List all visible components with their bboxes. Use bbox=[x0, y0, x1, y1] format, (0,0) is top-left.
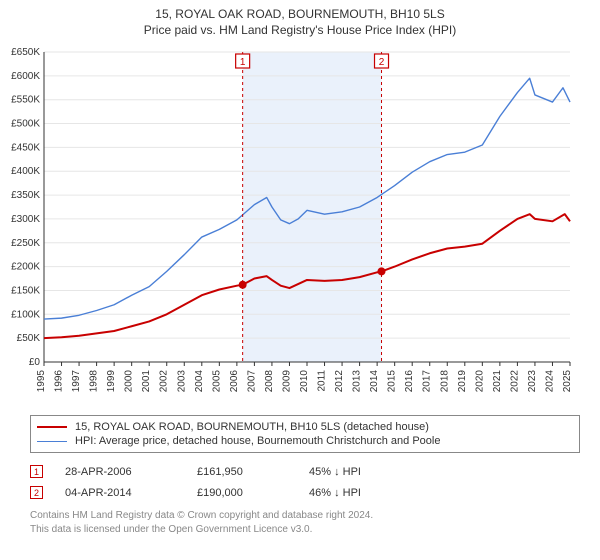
svg-text:2010: 2010 bbox=[299, 370, 310, 393]
legend-row: HPI: Average price, detached house, Bour… bbox=[37, 434, 573, 448]
svg-text:2003: 2003 bbox=[176, 370, 187, 393]
svg-text:2004: 2004 bbox=[194, 370, 205, 393]
svg-text:£300K: £300K bbox=[11, 214, 40, 225]
svg-text:1996: 1996 bbox=[54, 370, 65, 393]
svg-text:2014: 2014 bbox=[369, 370, 380, 393]
svg-text:2021: 2021 bbox=[492, 370, 503, 393]
sale-date: 28-APR-2006 bbox=[65, 466, 175, 478]
svg-text:2020: 2020 bbox=[474, 370, 485, 393]
legend-swatch bbox=[37, 426, 67, 428]
svg-text:2005: 2005 bbox=[211, 370, 222, 393]
svg-text:1999: 1999 bbox=[106, 370, 117, 393]
svg-text:£250K: £250K bbox=[11, 238, 40, 249]
legend-label: HPI: Average price, detached house, Bour… bbox=[75, 435, 440, 447]
sale-vs-hpi: 45% ↓ HPI bbox=[309, 466, 361, 478]
svg-text:2017: 2017 bbox=[422, 370, 433, 393]
svg-text:2016: 2016 bbox=[404, 370, 415, 393]
svg-text:2023: 2023 bbox=[527, 370, 538, 393]
svg-text:£500K: £500K bbox=[11, 119, 40, 130]
chart-area: £0 £50K £100K £150K £200K £250K £300K £350K £400… bbox=[0, 42, 600, 407]
svg-text:2015: 2015 bbox=[387, 370, 398, 393]
sale-row: 2 04-APR-2014 £190,000 46% ↓ HPI bbox=[30, 482, 580, 503]
legend-row: 15, ROYAL OAK ROAD, BOURNEMOUTH, BH10 5L… bbox=[37, 420, 573, 434]
svg-text:2: 2 bbox=[379, 57, 385, 68]
svg-text:1997: 1997 bbox=[71, 370, 82, 393]
title-line-2: Price paid vs. HM Land Registry's House … bbox=[0, 22, 600, 38]
sales-table: 1 28-APR-2006 £161,950 45% ↓ HPI 2 04-APR-201… bbox=[30, 461, 580, 503]
svg-text:2008: 2008 bbox=[264, 370, 275, 393]
line-chart-svg: £0 £50K £100K £150K £200K £250K £300K £350K £400… bbox=[0, 42, 580, 402]
svg-text:1: 1 bbox=[240, 57, 246, 68]
svg-text:2019: 2019 bbox=[457, 370, 468, 393]
sale-badge: 2 bbox=[30, 486, 43, 499]
svg-text:£100K: £100K bbox=[11, 310, 40, 321]
svg-text:£0: £0 bbox=[29, 357, 41, 368]
sale-badge: 1 bbox=[30, 465, 43, 478]
chart-title: 15, ROYAL OAK ROAD, BOURNEMOUTH, BH10 5L… bbox=[0, 0, 600, 38]
svg-text:£400K: £400K bbox=[11, 167, 40, 178]
svg-text:£600K: £600K bbox=[11, 71, 40, 82]
svg-text:£650K: £650K bbox=[11, 47, 40, 58]
svg-text:2022: 2022 bbox=[509, 370, 520, 393]
svg-text:2018: 2018 bbox=[439, 370, 450, 393]
svg-text:2013: 2013 bbox=[352, 370, 363, 393]
sale-price: £190,000 bbox=[197, 487, 287, 499]
svg-text:2024: 2024 bbox=[544, 370, 555, 393]
svg-text:2009: 2009 bbox=[281, 370, 292, 393]
sale-vs-hpi: 46% ↓ HPI bbox=[309, 487, 361, 499]
copyright-notice: Contains HM Land Registry data © Crown c… bbox=[30, 509, 580, 536]
title-line-1: 15, ROYAL OAK ROAD, BOURNEMOUTH, BH10 5L… bbox=[0, 6, 600, 22]
copyright-line-2: This data is licensed under the Open Gov… bbox=[30, 523, 580, 537]
svg-text:2025: 2025 bbox=[562, 370, 573, 393]
copyright-line-1: Contains HM Land Registry data © Crown c… bbox=[30, 509, 580, 523]
svg-text:1998: 1998 bbox=[89, 370, 100, 393]
svg-text:2006: 2006 bbox=[229, 370, 240, 393]
sale-date: 04-APR-2014 bbox=[65, 487, 175, 499]
svg-text:£150K: £150K bbox=[11, 286, 40, 297]
svg-text:2001: 2001 bbox=[141, 370, 152, 393]
sale-price: £161,950 bbox=[197, 466, 287, 478]
svg-text:£450K: £450K bbox=[11, 143, 40, 154]
svg-text:£550K: £550K bbox=[11, 95, 40, 106]
svg-text:£50K: £50K bbox=[17, 334, 41, 345]
svg-text:2002: 2002 bbox=[159, 370, 170, 393]
svg-text:1995: 1995 bbox=[36, 370, 47, 393]
legend-swatch bbox=[37, 441, 67, 442]
svg-text:£200K: £200K bbox=[11, 262, 40, 273]
svg-text:£350K: £350K bbox=[11, 190, 40, 201]
svg-text:2000: 2000 bbox=[124, 370, 135, 393]
svg-text:2012: 2012 bbox=[334, 370, 345, 393]
svg-text:2007: 2007 bbox=[246, 370, 257, 393]
legend-label: 15, ROYAL OAK ROAD, BOURNEMOUTH, BH10 5L… bbox=[75, 421, 429, 433]
legend: 15, ROYAL OAK ROAD, BOURNEMOUTH, BH10 5L… bbox=[30, 415, 580, 453]
svg-text:2011: 2011 bbox=[317, 370, 328, 392]
sale-row: 1 28-APR-2006 £161,950 45% ↓ HPI bbox=[30, 461, 580, 482]
